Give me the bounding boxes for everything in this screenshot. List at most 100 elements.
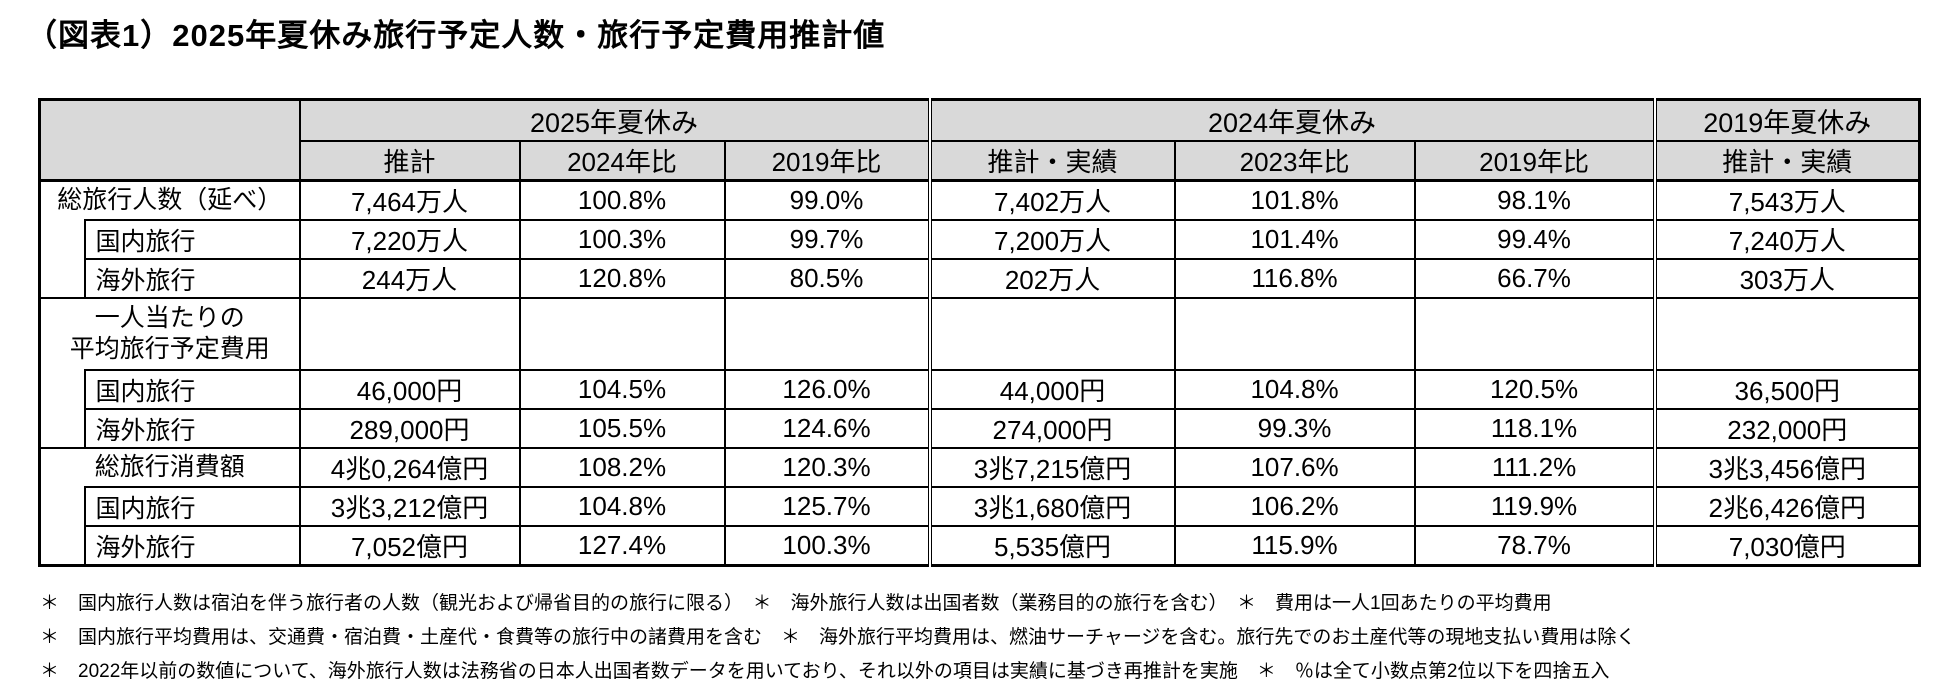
value-cell: 274,000円 [927,408,1176,449]
value-cell: 101.8% [1173,179,1416,221]
value-cell: 124.6% [723,408,931,449]
row-label-total-consumption: 総旅行消費額 [38,447,301,487]
value-cell: 98.1% [1413,179,1656,221]
value-cell: 232,000円 [1652,408,1921,449]
value-cell [1173,297,1416,371]
footnote-1: ＊ 国内旅行人数は宿泊を伴う旅行者の人数（観光および帰省目的の旅行に限る） ＊ … [40,593,1552,614]
value-cell: 104.8% [1173,369,1416,410]
table-corner-cell [38,98,301,182]
value-cell [1413,297,1656,371]
value-cell: 105.5% [518,408,726,449]
value-cell: 119.9% [1413,486,1656,527]
table-row-overseas-cost: 海外旅行 289,000円 105.5% 124.6% 274,000円 99.… [40,408,1921,449]
value-cell: 289,000円 [298,408,521,449]
column-header-2024-actual: 推計・実績 [927,140,1176,182]
value-cell: 120.8% [518,258,726,299]
column-header-2019-actual: 推計・実績 [1652,140,1921,182]
value-cell: 2兆6,426億円 [1652,486,1921,527]
header-group-row: 2025年夏休み 2024年夏休み 2019年夏休み [38,98,1921,182]
value-cell [723,297,931,371]
value-cell: 107.6% [1173,447,1416,488]
value-cell: 5,535億円 [927,525,1176,567]
value-cell: 116.8% [1173,258,1416,299]
value-cell [518,297,726,371]
row-label-domestic: 国内旅行 [83,486,301,527]
footnote-3: ＊ 2022年以前の数値について、海外旅行人数は法務省の日本人出国者数データを用… [40,661,1610,682]
value-cell: 100.3% [518,219,726,260]
value-cell: 99.4% [1413,219,1656,260]
value-cell: 36,500円 [1652,369,1921,410]
table-row-average-cost-header: 一人当たりの 平均旅行予定費用 [38,297,1921,371]
value-cell [298,297,521,371]
value-cell: 7,220万人 [298,219,521,260]
row-label-overseas: 海外旅行 [83,525,301,567]
value-cell: 7,030億円 [1652,525,1921,567]
value-cell: 104.5% [518,369,726,410]
value-cell: 120.5% [1413,369,1656,410]
value-cell: 99.0% [723,179,931,221]
value-cell: 7,464万人 [298,179,521,221]
column-group-2019: 2019年夏休み [1652,98,1921,142]
column-group-2025: 2025年夏休み [298,98,931,142]
value-cell: 108.2% [518,447,726,488]
value-cell: 7,543万人 [1652,179,1921,221]
footnote-2: ＊ 国内旅行平均費用は、交通費・宿泊費・土産代・食費等の旅行中の諸費用を含む ＊… [40,627,1636,648]
value-cell: 126.0% [723,369,931,410]
column-header-2025-vs2019: 2019年比 [723,140,931,182]
column-header-2025-estimate: 推計 [298,140,521,182]
value-cell: 202万人 [927,258,1176,299]
row-label-domestic: 国内旅行 [83,369,301,410]
page-title: （図表1）2025年夏休み旅行予定人数・旅行予定費用推計値 [26,18,886,53]
value-cell: 44,000円 [927,369,1176,410]
value-cell: 100.8% [518,179,726,221]
footnotes: ＊ 国内旅行人数は宿泊を伴う旅行者の人数（観光および帰省目的の旅行に限る） ＊ … [40,587,1950,689]
value-cell: 104.8% [518,486,726,527]
value-cell: 3兆7,215億円 [927,447,1176,488]
table-row-domestic-consumption: 国内旅行 3兆3,212億円 104.8% 125.7% 3兆1,680億円 1… [38,486,1921,566]
indent-cell [38,370,86,448]
table-row-total-consumption: 総旅行消費額 4兆0,264億円 108.2% 120.3% 3兆7,215億円… [38,447,1921,488]
value-cell: 127.4% [518,525,726,567]
value-cell: 3兆3,212億円 [298,486,521,527]
value-cell: 3兆1,680億円 [927,486,1176,527]
value-cell: 106.2% [1173,486,1416,527]
value-cell: 7,402万人 [927,179,1176,221]
column-header-2024-vs2019: 2019年比 [1413,140,1656,182]
indent-cell [38,487,86,566]
table-row-overseas-travelers: 海外旅行 244万人 120.8% 80.5% 202万人 116.8% 66.… [40,258,1921,299]
row-label-domestic: 国内旅行 [83,219,301,260]
table-row-overseas-consumption: 海外旅行 7,052億円 127.4% 100.3% 5,535億円 115.9… [40,525,1921,567]
value-cell: 111.2% [1413,447,1656,488]
travel-estimates-table: 2025年夏休み 2024年夏休み 2019年夏休み 推計 2024年比 201… [38,98,1922,567]
value-cell [927,297,1176,371]
value-cell: 66.7% [1413,258,1656,299]
value-cell: 80.5% [723,258,931,299]
value-cell: 4兆0,264億円 [298,447,521,488]
value-cell: 100.3% [723,525,931,567]
table-row-total-travelers: 総旅行人数（延べ） 7,464万人 100.8% 99.0% 7,402万人 1… [38,179,1921,221]
value-cell [1652,297,1921,371]
value-cell: 120.3% [723,447,931,488]
value-cell: 46,000円 [298,369,521,410]
column-header-2025-vs2024: 2024年比 [518,140,726,182]
table-row-domestic-cost: 国内旅行 46,000円 104.5% 126.0% 44,000円 104.8… [38,369,1921,448]
value-cell: 7,200万人 [927,219,1176,260]
row-label-overseas: 海外旅行 [83,258,301,299]
value-cell: 78.7% [1413,525,1656,567]
value-cell: 99.3% [1173,408,1416,449]
row-label-overseas: 海外旅行 [83,408,301,449]
value-cell: 3兆3,456億円 [1652,447,1921,488]
table-row-domestic-travelers: 国内旅行 7,220万人 100.3% 99.7% 7,200万人 101.4%… [38,219,1921,298]
value-cell: 118.1% [1413,408,1656,449]
value-cell: 99.7% [723,219,931,260]
value-cell: 7,052億円 [298,525,521,567]
value-cell: 244万人 [298,258,521,299]
value-cell: 115.9% [1173,525,1416,567]
value-cell: 101.4% [1173,219,1416,260]
header-column-row: 推計 2024年比 2019年比 推計・実績 2023年比 2019年比 推計・… [40,140,1921,182]
row-label-total-travelers: 総旅行人数（延べ） [38,179,301,220]
value-cell: 303万人 [1652,258,1921,299]
row-label-average-cost: 一人当たりの 平均旅行予定費用 [38,297,301,370]
value-cell: 125.7% [723,486,931,527]
value-cell: 7,240万人 [1652,219,1921,260]
